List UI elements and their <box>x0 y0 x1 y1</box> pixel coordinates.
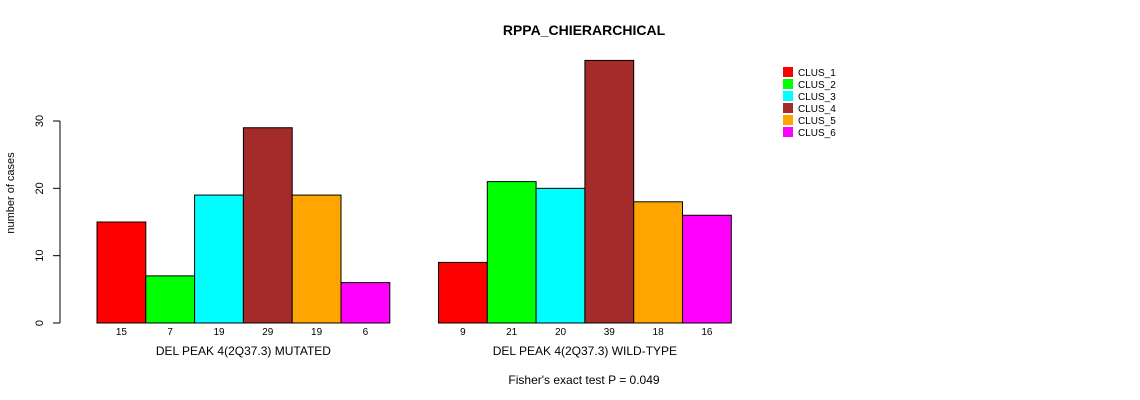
bar-clus_1-group-1 <box>96 221 147 324</box>
group-label-1: DEL PEAK 4(2Q37.3) MUTATED <box>156 344 331 358</box>
bar-count-label: 7 <box>167 327 173 338</box>
legend-swatch-clus_6 <box>783 127 793 137</box>
group-label-2: DEL PEAK 4(2Q37.3) WILD-TYPE <box>493 344 677 358</box>
bar-count-label: 39 <box>604 327 616 338</box>
legend-label-clus_4: CLUS_4 <box>798 104 836 115</box>
y-tick-label: 20 <box>34 182 46 194</box>
y-tick-label: 10 <box>34 250 46 262</box>
y-tick-label: 30 <box>34 115 46 127</box>
legend-swatch-clus_2 <box>783 79 793 89</box>
bar-clus_5-group-1 <box>291 194 342 324</box>
bar-count-label: 19 <box>213 327 225 338</box>
bar-count-label: 9 <box>460 327 466 338</box>
bar-clus_6-group-2 <box>682 214 732 324</box>
bars-group <box>96 59 732 324</box>
fisher-test-annotation: Fisher's exact test P = 0.049 <box>508 373 659 387</box>
y-axis-label: number of cases <box>5 152 17 234</box>
legend-label-clus_5: CLUS_5 <box>798 116 836 127</box>
bar-clus_1-group-2 <box>438 261 488 324</box>
bar-count-label: 29 <box>262 327 274 338</box>
y-axis: 0 10 20 30 <box>34 115 61 326</box>
bar-count-label: 21 <box>506 327 518 338</box>
bar-count-label: 16 <box>701 327 713 338</box>
bar-count-label: 20 <box>555 327 567 338</box>
legend-swatch-clus_1 <box>783 67 793 77</box>
bar-count-label: 15 <box>116 327 128 338</box>
bar-clus_4-group-2 <box>584 59 635 324</box>
chart-title: RPPA_CHIERARCHICAL <box>503 22 666 38</box>
bar-clus_3-group-2 <box>535 187 586 324</box>
legend-label-clus_6: CLUS_6 <box>798 128 836 139</box>
legend-label-clus_3: CLUS_3 <box>798 92 836 103</box>
legend-swatch-clus_3 <box>783 91 793 101</box>
bar-clus_2-group-2 <box>486 181 537 324</box>
bar-clus_2-group-1 <box>145 275 196 324</box>
group-labels-group: DEL PEAK 4(2Q37.3) MUTATED DEL PEAK 4(2Q3… <box>156 344 677 358</box>
y-tick-label: 0 <box>34 320 46 326</box>
bar-clus_5-group-2 <box>633 201 684 324</box>
count-labels-group: 15 7 19 29 19 6 9 21 20 39 18 16 <box>116 327 713 338</box>
bar-count-label: 19 <box>311 327 323 338</box>
bar-clus_4-group-1 <box>242 127 293 324</box>
bar-clus_3-group-1 <box>194 194 244 324</box>
legend-swatch-clus_5 <box>783 115 793 125</box>
legend-swatch-clus_4 <box>783 103 793 113</box>
bar-clus_6-group-1 <box>340 282 391 324</box>
legend-label-clus_2: CLUS_2 <box>798 80 836 91</box>
legend-label-clus_1: CLUS_1 <box>798 68 836 79</box>
bar-count-label: 6 <box>363 327 369 338</box>
bar-count-label: 18 <box>653 327 665 338</box>
